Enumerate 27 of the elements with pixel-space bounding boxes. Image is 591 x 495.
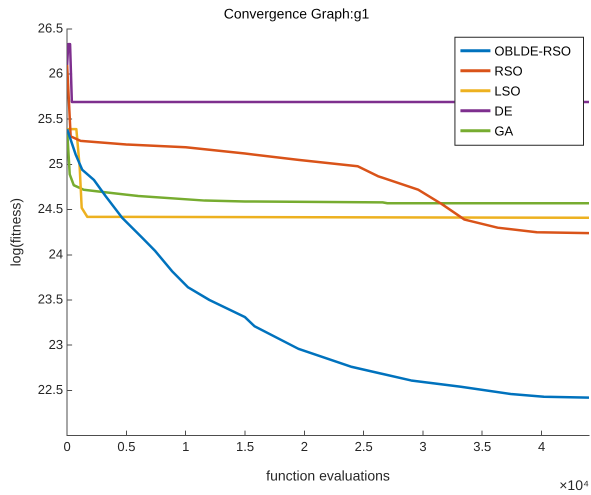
x-tick-label: 1.5 [236, 438, 254, 454]
chart-title: Convergence Graph:g1 [224, 5, 370, 22]
x-tick-label: 2.5 [354, 438, 373, 454]
x-tick-label: 4 [538, 438, 546, 454]
legend-label: DE [494, 103, 513, 118]
y-tick-label: 24 [48, 246, 64, 262]
y-tick-label: 25 [48, 156, 64, 171]
y-tick-label: 23 [48, 336, 64, 352]
y-tick-label: 22.5 [38, 382, 64, 397]
y-tick-label: 26 [48, 66, 64, 81]
y-tick-label: 25.5 [38, 110, 64, 126]
legend-label: OBLDE-RSO [494, 43, 572, 58]
x-tick-label: 2 [300, 438, 308, 454]
legend-label: LSO [494, 83, 520, 98]
x-tick-label: 0.5 [117, 438, 136, 454]
y-tick-label: 24.5 [38, 201, 64, 216]
y-tick-label: 26.5 [38, 20, 64, 36]
y-axis-title: log(fitness) [7, 198, 24, 266]
legend-label: GA [494, 123, 514, 138]
x-tick-label: 1 [182, 438, 190, 454]
x-tick-label: 3.5 [473, 438, 492, 454]
y-tick-label: 23.5 [38, 292, 64, 307]
text: ×10⁴ [559, 476, 589, 493]
legend-label: RSO [494, 63, 523, 78]
x-tick-label: 0 [63, 438, 71, 454]
x-axis-title: function evaluations [266, 467, 390, 484]
x-tick-label: 3 [419, 438, 427, 454]
